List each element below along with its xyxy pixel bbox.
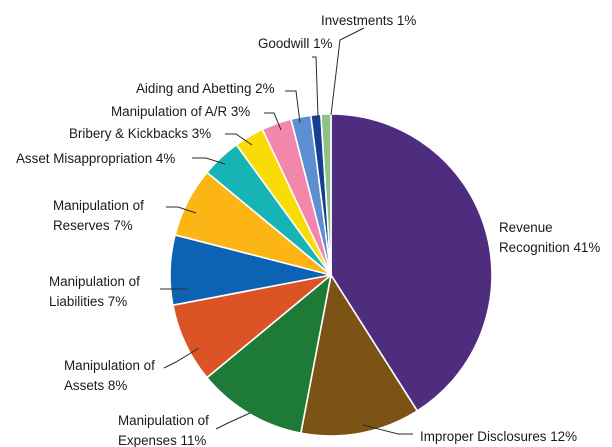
slice-label: Manipulation of Assets 8% — [64, 358, 155, 393]
slice-label: Revenue Recognition 41% — [499, 220, 600, 255]
slice-label: Manipulation of Liabilities 7% — [49, 274, 140, 309]
leader-line — [285, 90, 301, 124]
slice-label-line: Liabilities 7% — [49, 294, 127, 309]
leader-line — [264, 112, 282, 131]
leader-line — [166, 206, 197, 214]
leader-line — [192, 157, 226, 165]
slice-label-line: Aiding and Abetting 2% — [136, 81, 275, 96]
slice-label: Manipulation of Expenses 11% — [118, 413, 209, 447]
leader-line — [225, 133, 253, 146]
slice-label: Goodwill 1% — [258, 36, 333, 51]
slice-label-line: Manipulation of — [64, 358, 155, 373]
slice-label-line: Manipulation of — [118, 413, 209, 428]
leader-line — [330, 27, 365, 116]
slice-label-line: Manipulation of A/R 3% — [111, 104, 250, 119]
slice-label-line: Reserves 7% — [53, 218, 133, 233]
pie-slice-revenue-recognition — [330, 113, 493, 413]
leader-line — [163, 347, 200, 369]
slice-label-line: Improper Disclosures 12% — [420, 429, 577, 444]
slice-labels: Revenue Recognition 41% Improper Disclosur… — [16, 13, 600, 447]
leader-line — [362, 424, 413, 435]
slice-label: Manipulation of Reserves 7% — [53, 198, 144, 233]
slice-label: Bribery & Kickbacks 3% — [69, 126, 211, 141]
slice-label-line: Assets 8% — [64, 378, 127, 393]
pie-slice-improper-disclosures — [299, 272, 419, 437]
slice-label-line: Expenses 11% — [118, 433, 206, 447]
slice-label-line: Manipulation of — [53, 198, 144, 213]
slice-label-line: Asset Misappropriation 4% — [16, 151, 175, 166]
slice-label: Investments 1% — [321, 13, 416, 28]
leader-line — [215, 412, 251, 430]
label-leader-lines — [160, 27, 413, 435]
slice-label: Manipulation of A/R 3% — [111, 104, 250, 119]
leader-line — [312, 56, 319, 118]
slice-label-line: Revenue — [499, 220, 553, 235]
slice-label: Aiding and Abetting 2% — [136, 81, 275, 96]
slice-label-line: Bribery & Kickbacks 3% — [69, 126, 211, 141]
slice-label-line: Recognition 41% — [499, 240, 600, 255]
slice-label-line: Manipulation of — [49, 274, 140, 289]
slice-label-line: Goodwill 1% — [258, 36, 333, 51]
slice-label: Asset Misappropriation 4% — [16, 151, 175, 166]
pie-slices — [169, 113, 493, 437]
slice-label: Improper Disclosures 12% — [420, 429, 577, 444]
slice-label-line: Investments 1% — [321, 13, 416, 28]
